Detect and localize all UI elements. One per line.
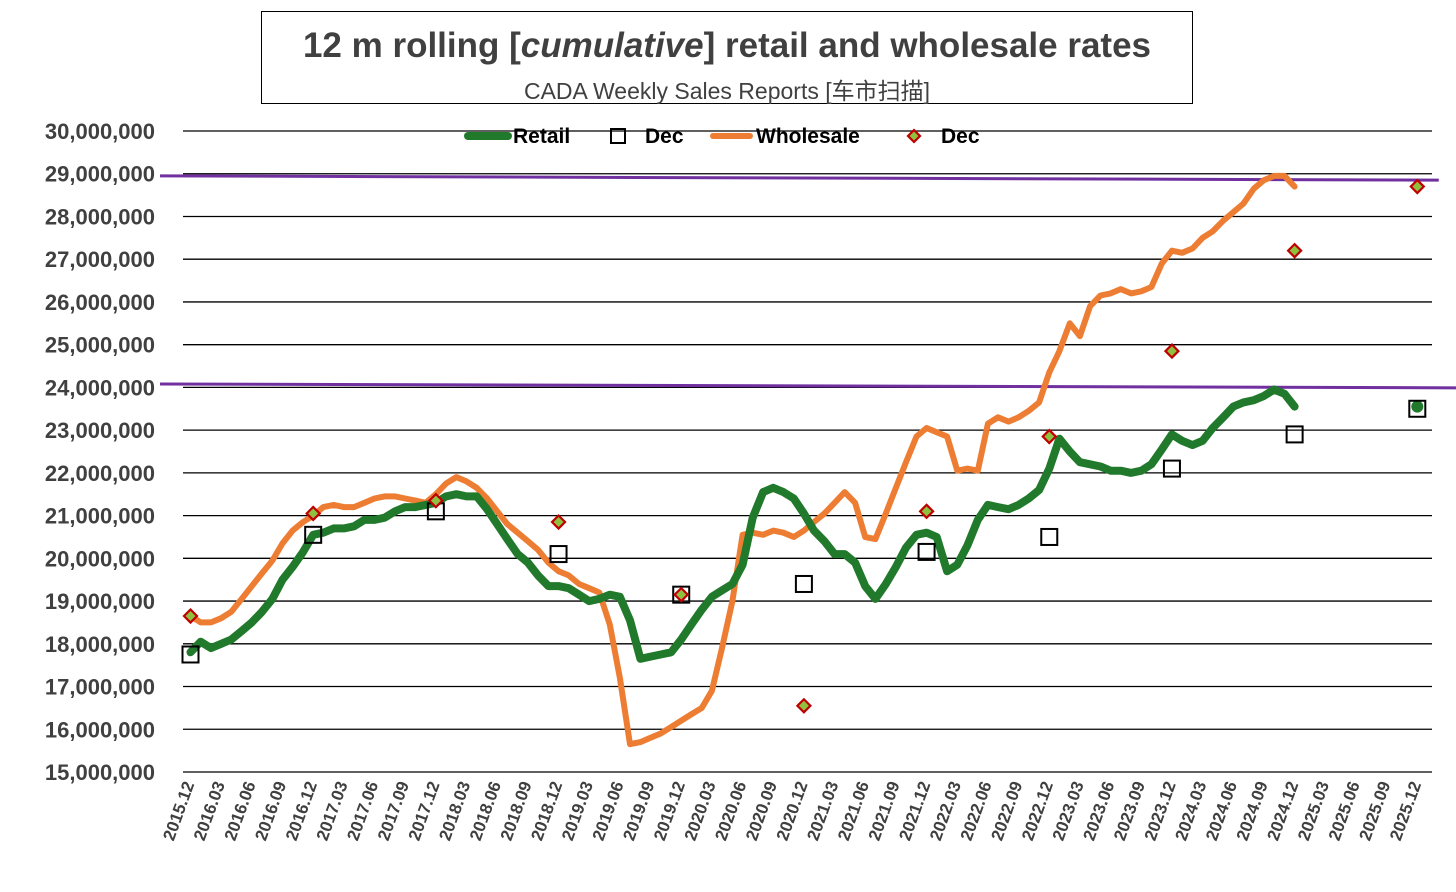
wholesale-dec-marker bbox=[427, 492, 444, 509]
title-suffix: ] retail and wholesale rates bbox=[703, 26, 1152, 65]
title-box: 12 m rolling [cumulative] retail and who… bbox=[261, 11, 1193, 104]
y-tick-label: 23,000,000 bbox=[45, 418, 155, 443]
retail-dec-marker bbox=[181, 645, 200, 664]
y-tick-label: 24,000,000 bbox=[45, 375, 155, 400]
y-tick-label: 15,000,000 bbox=[45, 760, 155, 785]
y-tick-label: 21,000,000 bbox=[45, 504, 155, 529]
y-tick-label: 25,000,000 bbox=[45, 333, 155, 358]
reference-line bbox=[159, 174, 1439, 182]
wholesale-dec-marker bbox=[1041, 428, 1058, 445]
retail-dec-marker bbox=[794, 574, 813, 593]
reference-lines bbox=[159, 174, 1456, 390]
retail-dec-marker bbox=[1408, 399, 1427, 418]
wholesale-dec-marker bbox=[918, 503, 935, 520]
y-tick-label: 17,000,000 bbox=[45, 675, 155, 700]
y-tick-label: 26,000,000 bbox=[45, 290, 155, 315]
y-tick-label: 27,000,000 bbox=[45, 247, 155, 272]
legend-wholesale-dec-label: Dec bbox=[941, 125, 980, 148]
chart-title: 12 m rolling [cumulative] retail and who… bbox=[262, 26, 1192, 66]
retail-dec-marker bbox=[1040, 527, 1059, 546]
wholesale-dec-marker bbox=[550, 513, 567, 531]
retail-dec-marker bbox=[917, 542, 936, 561]
legend-wholesale-label: Wholesale bbox=[756, 125, 860, 148]
retail-line bbox=[186, 385, 1299, 663]
series-markers bbox=[181, 178, 1427, 714]
x-axis-ticks: 2015.122016.032016.062016.092016.122017.… bbox=[159, 779, 1425, 843]
wholesale-line bbox=[187, 172, 1298, 748]
legend-retail-dec-label: Dec bbox=[645, 125, 684, 148]
legend-retail-label: Retail bbox=[513, 125, 570, 148]
series-lines bbox=[186, 172, 1299, 748]
gridlines bbox=[183, 130, 1432, 773]
legend-wholesale-dec-swatch bbox=[906, 128, 922, 144]
y-tick-label: 30,000,000 bbox=[45, 119, 155, 144]
y-tick-label: 16,000,000 bbox=[45, 717, 155, 742]
wholesale-dec-marker bbox=[305, 505, 322, 522]
y-tick-label: 20,000,000 bbox=[45, 546, 155, 571]
retail-dec-marker bbox=[1285, 425, 1304, 444]
y-tick-label: 22,000,000 bbox=[45, 461, 155, 486]
chart-subtitle: CADA Weekly Sales Reports [车市扫描] bbox=[523, 78, 931, 104]
legend-retail-dec-swatch bbox=[610, 128, 626, 144]
legend: Retail Dec Wholesale Dec bbox=[464, 125, 980, 148]
wholesale-dec-marker bbox=[1409, 178, 1426, 195]
wholesale-dec-marker bbox=[673, 586, 690, 603]
wholesale-dec-marker bbox=[1163, 343, 1180, 360]
wholesale-dec-marker bbox=[795, 697, 812, 714]
retail-end-point bbox=[1411, 400, 1424, 413]
retail-dec-marker bbox=[304, 525, 323, 544]
y-tick-label: 19,000,000 bbox=[45, 589, 155, 614]
retail-dec-marker bbox=[549, 545, 568, 564]
title-italic: cumulative bbox=[520, 26, 704, 65]
reference-line bbox=[159, 382, 1456, 390]
y-tick-label: 28,000,000 bbox=[45, 204, 155, 229]
y-axis-ticks: 30,000,000 29,000,000 28,000,000 27,000,000… bbox=[45, 119, 155, 785]
title-prefix: 12 m rolling [ bbox=[302, 26, 521, 65]
y-tick-label: 18,000,000 bbox=[45, 632, 155, 657]
wholesale-dec-marker bbox=[182, 607, 199, 625]
retail-dec-marker bbox=[1162, 459, 1181, 478]
y-tick-label: 29,000,000 bbox=[45, 162, 155, 187]
wholesale-dec-marker bbox=[1286, 242, 1303, 259]
